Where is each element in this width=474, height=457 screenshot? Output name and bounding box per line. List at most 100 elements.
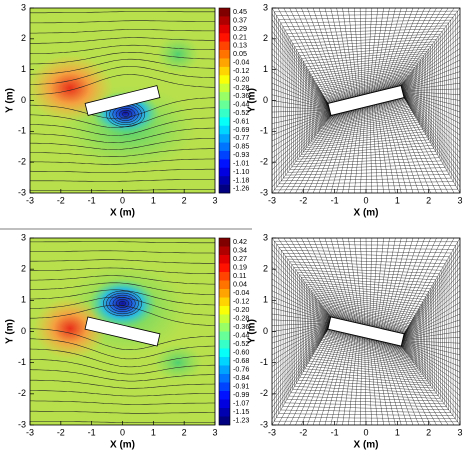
mesh-spoke [403, 94, 460, 147]
mesh-spoke [402, 319, 460, 340]
mesh-spoke [330, 8, 351, 98]
mesh-spoke [272, 65, 330, 108]
mesh-spoke [380, 341, 408, 425]
mesh-spoke [401, 30, 460, 88]
mesh-spoke [272, 110, 330, 119]
mesh-spoke [272, 325, 329, 367]
mesh-spoke [403, 97, 460, 193]
colorbar-label: -1.18 [233, 175, 249, 184]
mesh-spoke [272, 323, 330, 338]
mesh-spoke [380, 8, 408, 91]
mesh-spoke [402, 91, 460, 107]
mesh-spoke [393, 8, 443, 88]
mesh-spoke [402, 325, 460, 340]
x-tick-label: 0 [120, 427, 125, 437]
mesh-spoke [402, 340, 460, 344]
colorbar-band [219, 24, 230, 34]
mesh-spoke [374, 104, 384, 193]
x-tick-label: 0 [363, 427, 368, 437]
colorbar-label: -0.12 [233, 66, 249, 75]
colorbar-band [219, 408, 230, 417]
mesh-spoke [301, 8, 340, 101]
colorbar-band [219, 323, 230, 332]
mesh-spoke [366, 338, 373, 425]
colorbar-band [219, 108, 230, 118]
mesh-spoke [272, 325, 329, 379]
colorbar-label: -0.20 [233, 74, 249, 83]
x-tick-label: -2 [299, 195, 307, 205]
mesh-spoke [394, 238, 437, 332]
y-tick-label: -2 [18, 157, 26, 167]
colorbar-band [219, 255, 230, 264]
colorbar-label: 0.29 [233, 24, 247, 33]
mesh-spoke [392, 238, 431, 332]
mesh-spoke [402, 340, 460, 350]
mesh-spoke [318, 110, 350, 193]
colorbar-band [219, 16, 230, 26]
mesh-spoke [272, 48, 329, 107]
mesh-spoke [272, 106, 330, 110]
colorbar-band [219, 142, 230, 152]
mesh-spoke [366, 8, 373, 94]
colorbar-label: -0.28 [233, 83, 249, 92]
mesh-spoke [385, 101, 414, 193]
mesh-spoke [272, 326, 329, 391]
mesh-spoke [348, 335, 358, 425]
mesh-spoke [342, 335, 356, 425]
mesh-spoke [403, 96, 460, 182]
colorbar-band [219, 416, 230, 426]
mesh-spoke [402, 92, 460, 124]
mesh-spoke [365, 238, 368, 326]
mesh-spoke [354, 107, 364, 193]
mesh-spoke [402, 88, 460, 91]
mesh-spoke [272, 284, 331, 321]
mesh-spoke [295, 238, 341, 320]
mesh-spoke [336, 109, 357, 193]
mesh-spoke [272, 324, 330, 350]
mesh-spoke [283, 330, 333, 425]
x-tick-label: -3 [268, 427, 276, 437]
mesh-spoke [272, 307, 330, 322]
mesh-spoke [391, 343, 437, 425]
mesh-spoke [382, 341, 414, 425]
mesh-spoke [402, 337, 460, 341]
streamline [30, 52, 215, 65]
y-tick-label: -3 [18, 187, 26, 197]
y-tick-label: -1 [18, 357, 26, 367]
streamline [30, 410, 215, 414]
x-tick-label: 3 [212, 427, 217, 437]
colorbar-label: -1.26 [233, 184, 249, 193]
mesh-spoke [272, 111, 331, 130]
colorbar-band [219, 272, 230, 281]
mesh-spoke [272, 13, 329, 104]
mesh-spoke [401, 54, 460, 89]
mesh-spoke [401, 25, 460, 87]
mesh-spoke [403, 296, 460, 338]
mesh-spoke [402, 313, 460, 339]
colorbar-band [219, 33, 230, 42]
mesh-spoke [283, 238, 336, 319]
mesh-spoke [272, 328, 329, 414]
mesh-spoke [301, 238, 343, 320]
mesh-spoke [289, 113, 339, 193]
streamline [30, 179, 215, 182]
x-tick-label: -2 [299, 427, 307, 437]
streamline [30, 66, 215, 85]
mesh-spoke [324, 333, 349, 425]
mesh-spoke [383, 102, 408, 193]
mesh-spoke [401, 345, 460, 414]
y-tick-label: 3 [263, 232, 268, 242]
mesh-spoke [272, 322, 330, 332]
streamline [30, 296, 215, 316]
mesh-spoke [378, 238, 396, 329]
colorbar-label: -0.44 [233, 100, 249, 109]
colorbar-band [219, 83, 230, 93]
streamline [30, 148, 215, 157]
mesh-spoke [348, 238, 361, 324]
mesh-spoke [396, 8, 449, 87]
colorbar-label: -0.77 [233, 133, 249, 142]
colorbar-band [219, 159, 230, 169]
mesh-spoke [403, 284, 460, 338]
mesh-spoke [359, 107, 366, 193]
colorbar-label: -0.36 [233, 322, 249, 331]
